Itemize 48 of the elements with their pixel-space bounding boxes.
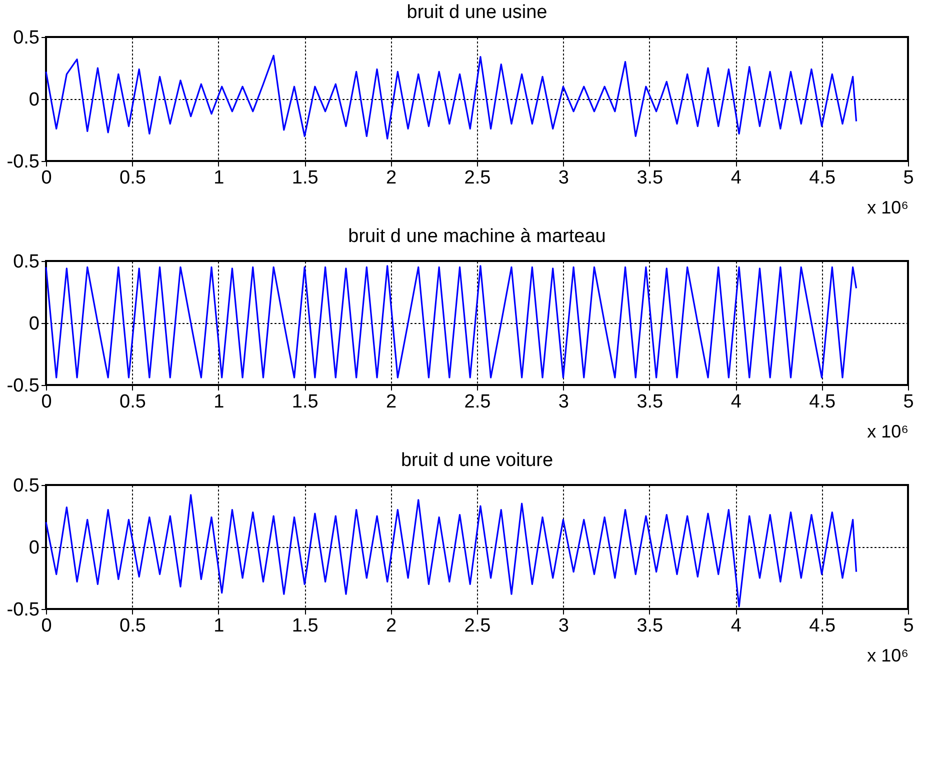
x-axis-title: x 10⁶ <box>867 422 908 442</box>
x-tick-label: 3 <box>558 616 569 636</box>
y-tick-label: -0.5 <box>6 376 40 396</box>
chart-title: bruit d une voiture <box>400 450 554 471</box>
y-tick-label: 0.5 <box>13 252 40 272</box>
x-tick-label: 5 <box>903 168 914 188</box>
x-tick-label: 2.5 <box>464 616 491 636</box>
x-tick-label: 5 <box>903 616 914 636</box>
x-tick-label: 4.5 <box>809 616 836 636</box>
x-tick-label: 4 <box>730 616 742 636</box>
x-tick-label: 4 <box>730 168 742 188</box>
y-tick-label: 0 <box>28 538 40 558</box>
line-series <box>45 54 858 140</box>
x-tick-label: 3 <box>558 392 569 412</box>
chart-title: bruit d une usine <box>406 2 548 23</box>
x-tick-label: 1.5 <box>292 168 318 188</box>
y-tick-label: 0.5 <box>13 476 40 496</box>
x-tick-label: 4.5 <box>809 392 836 412</box>
y-tick-label: 0 <box>28 314 40 334</box>
x-tick-label: 1 <box>214 392 224 412</box>
y-tick-label: -0.5 <box>6 600 40 620</box>
x-tick-label: 0.5 <box>119 616 146 636</box>
line-series <box>45 265 858 378</box>
x-tick-label: 2 <box>386 392 397 412</box>
x-tick-label: 5 <box>903 392 914 412</box>
y-tick-label: 0.5 <box>13 28 40 48</box>
x-tick-label: 1.5 <box>292 392 318 412</box>
line-series <box>45 494 858 608</box>
x-tick-label: 4.5 <box>809 168 836 188</box>
y-tick-label: -0.5 <box>6 152 40 172</box>
x-tick-label: 3.5 <box>636 616 664 636</box>
x-tick-label: 3.5 <box>636 168 664 188</box>
x-tick-label: 3 <box>558 168 569 188</box>
x-tick-label: 0.5 <box>119 392 146 412</box>
x-tick-label: 2.5 <box>464 392 491 412</box>
x-tick-label: 3.5 <box>636 392 664 412</box>
x-tick-label: 1 <box>214 616 224 636</box>
chart-title: bruit d une machine à marteau <box>348 226 606 247</box>
y-tick-label: 0 <box>28 90 40 110</box>
x-tick-label: 4 <box>730 392 742 412</box>
x-tick-label: 1 <box>214 168 224 188</box>
x-tick-label: 2 <box>386 168 397 188</box>
x-tick-label: 2.5 <box>464 168 491 188</box>
x-tick-label: 1.5 <box>292 616 318 636</box>
x-axis-title: x 10⁶ <box>867 198 908 218</box>
x-tick-label: 2 <box>386 616 397 636</box>
x-axis-title: x 10⁶ <box>867 646 908 666</box>
x-tick-label: 0.5 <box>119 168 146 188</box>
